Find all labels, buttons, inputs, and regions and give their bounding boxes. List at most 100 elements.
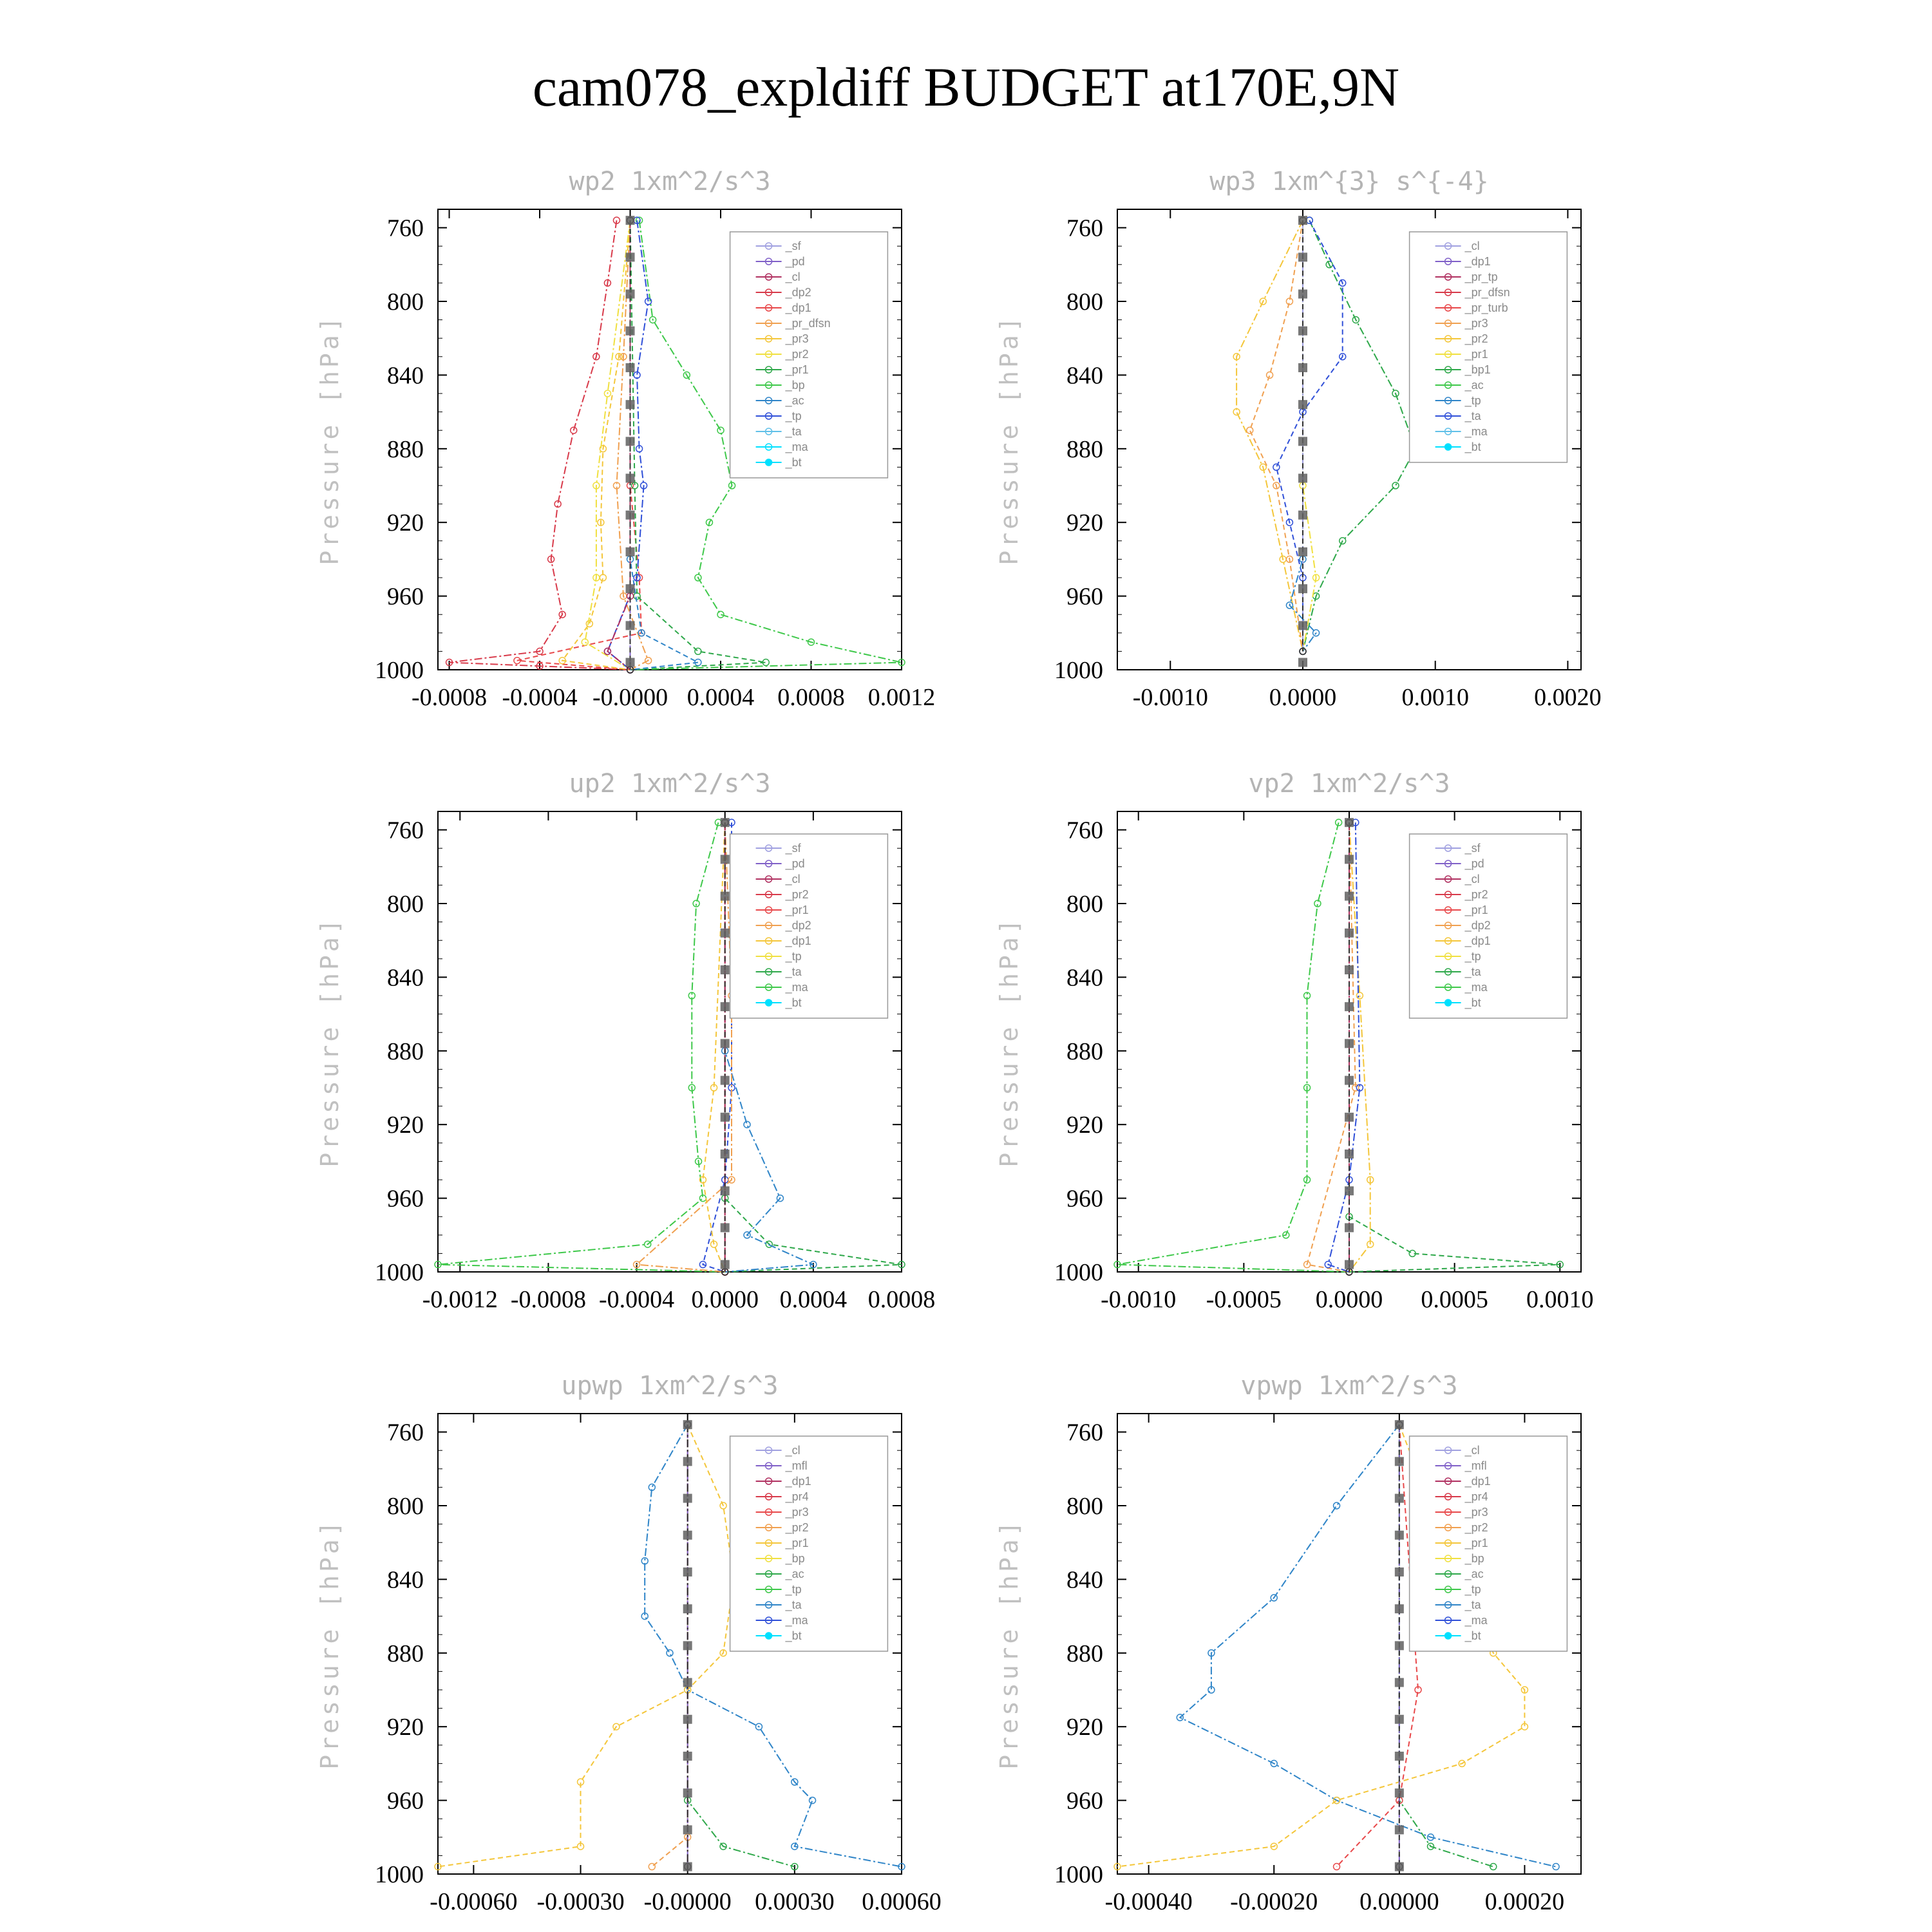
y-tick-label: 920 xyxy=(387,1112,424,1139)
data-point xyxy=(547,555,555,564)
data-point xyxy=(648,1483,656,1492)
data-point xyxy=(576,1778,585,1786)
legend-entry: _tp xyxy=(1464,1583,1481,1596)
data-point xyxy=(603,647,612,656)
residual-marker xyxy=(1345,1002,1354,1012)
residual-marker xyxy=(1298,473,1307,483)
legend-marker xyxy=(764,273,773,281)
legend-marker xyxy=(764,1493,773,1501)
data-point xyxy=(1314,900,1321,907)
legend-entry: _ma xyxy=(1464,981,1488,994)
data-point xyxy=(603,390,612,397)
data-point xyxy=(692,900,700,907)
legend-marker xyxy=(764,922,773,929)
legend-entry: _cl xyxy=(785,1444,800,1457)
legend-marker xyxy=(1444,922,1452,929)
residual-marker xyxy=(1394,1862,1404,1871)
legend-entry: _dp1 xyxy=(785,301,811,315)
legend-entry: _sf xyxy=(1464,842,1481,855)
legend-marker xyxy=(1444,397,1452,404)
data-point xyxy=(688,1084,696,1092)
y-tick-label: 800 xyxy=(387,289,424,316)
data-point xyxy=(581,638,589,646)
data-point xyxy=(1426,1842,1435,1850)
legend-marker xyxy=(764,1616,773,1624)
data-point xyxy=(513,656,521,665)
data-point xyxy=(1414,1686,1422,1694)
legend-entry: _cl xyxy=(1464,240,1480,253)
legend-entry: _ta xyxy=(785,965,802,979)
panel-title: wp3 1xm^{3} s^{-4} xyxy=(1209,167,1488,196)
y-tick-label: 760 xyxy=(1066,215,1103,242)
residual-marker xyxy=(1345,818,1354,828)
x-tick-label: 0.0008 xyxy=(777,684,845,711)
data-point xyxy=(635,574,643,582)
residual-marker xyxy=(1394,1825,1404,1835)
data-point xyxy=(755,1723,763,1730)
residual-marker xyxy=(1298,584,1307,594)
legend-marker xyxy=(1444,983,1452,991)
data-point xyxy=(641,1612,649,1620)
data-point xyxy=(1233,353,1240,361)
data-point xyxy=(1259,463,1267,471)
legend-marker xyxy=(1444,937,1452,945)
y-tick-label: 760 xyxy=(387,817,424,844)
data-point xyxy=(666,1649,674,1657)
legend-marker xyxy=(1444,952,1452,960)
legend-marker xyxy=(1444,350,1452,358)
data-point xyxy=(1556,1260,1564,1269)
residual-marker xyxy=(1394,1420,1404,1430)
x-tick-label: -0.00060 xyxy=(430,1888,517,1915)
legend-marker xyxy=(764,242,773,250)
data-point xyxy=(1338,537,1347,545)
y-tick-label: 840 xyxy=(1066,1566,1103,1593)
data-point xyxy=(807,638,815,646)
data-point xyxy=(699,1260,707,1269)
residual-marker xyxy=(625,363,635,372)
legend-entry: _pr_turb xyxy=(1464,301,1508,315)
legend-entry: _pr3 xyxy=(785,332,809,346)
residual-marker xyxy=(720,1112,730,1122)
data-point xyxy=(1285,555,1294,564)
data-point xyxy=(1366,1240,1374,1248)
legend-marker xyxy=(764,1539,773,1547)
chart-panel-5: upwp 1xm^2/s^3 Pressure [hPa] 760 800 840 880… xyxy=(316,1371,942,1915)
data-point xyxy=(1113,1260,1121,1269)
data-point xyxy=(1113,1862,1121,1871)
residual-marker xyxy=(683,1788,692,1798)
y-tick-label: 840 xyxy=(1066,362,1103,389)
data-point xyxy=(1332,1502,1341,1510)
plot-frame xyxy=(437,209,902,670)
legend-entry: _bt xyxy=(785,996,802,1010)
data-point xyxy=(1273,482,1280,489)
legend-marker xyxy=(764,1632,773,1640)
legend-marker xyxy=(1444,875,1452,883)
residual-marker xyxy=(625,216,635,225)
legend-entry: _cl xyxy=(1464,873,1480,886)
data-point xyxy=(1233,408,1240,416)
plot-frame xyxy=(1117,209,1582,670)
data-point xyxy=(717,426,724,434)
data-point xyxy=(765,1240,773,1248)
legend-entry: _sf xyxy=(785,240,802,253)
y-tick-label: 1000 xyxy=(1054,657,1103,684)
data-point xyxy=(592,482,600,489)
residual-marker xyxy=(720,1039,730,1048)
y-tick-label: 840 xyxy=(387,964,424,991)
series-line xyxy=(607,220,631,670)
data-point xyxy=(615,353,623,361)
data-point xyxy=(1490,1862,1497,1871)
residual-marker xyxy=(720,1223,730,1233)
legend-entry: _dp1 xyxy=(1464,934,1491,948)
series-line xyxy=(687,1425,795,1868)
y-axis-label: Pressure [hPa] xyxy=(316,1518,344,1769)
legend-entry: _ac xyxy=(785,394,804,408)
residual-marker xyxy=(720,928,730,938)
residual-marker xyxy=(1345,965,1354,974)
legend-marker xyxy=(764,906,773,914)
data-point xyxy=(699,1176,707,1184)
y-tick-label: 920 xyxy=(1066,1714,1103,1741)
plot-frame xyxy=(1117,1413,1582,1875)
data-point xyxy=(1352,316,1360,324)
x-tick-label: 0.0010 xyxy=(1401,684,1469,711)
